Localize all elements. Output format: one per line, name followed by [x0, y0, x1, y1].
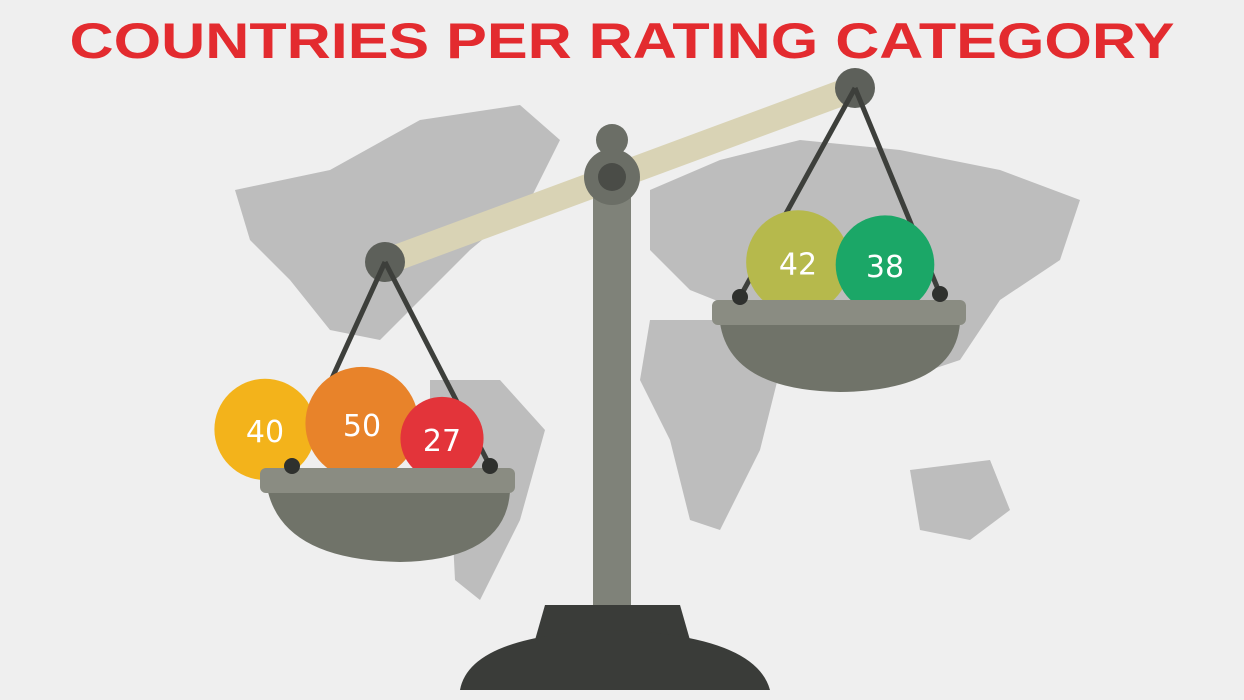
bubble — [746, 210, 850, 314]
bubble-label: 27 — [423, 424, 461, 459]
bubble-label: 50 — [343, 409, 381, 444]
bubble — [835, 215, 935, 314]
bubble-label: 38 — [866, 250, 904, 285]
pans — [260, 286, 966, 562]
bubble-label: 40 — [246, 415, 284, 450]
scale — [289, 68, 943, 690]
title: COUNTRIES PER RATING CATEGORY — [70, 13, 1175, 69]
bubble — [400, 396, 484, 480]
bubbles: 40 50 27 42 38 — [214, 210, 935, 480]
bubble — [305, 366, 419, 480]
bubble-label: 42 — [779, 248, 817, 283]
bubble — [214, 378, 316, 480]
